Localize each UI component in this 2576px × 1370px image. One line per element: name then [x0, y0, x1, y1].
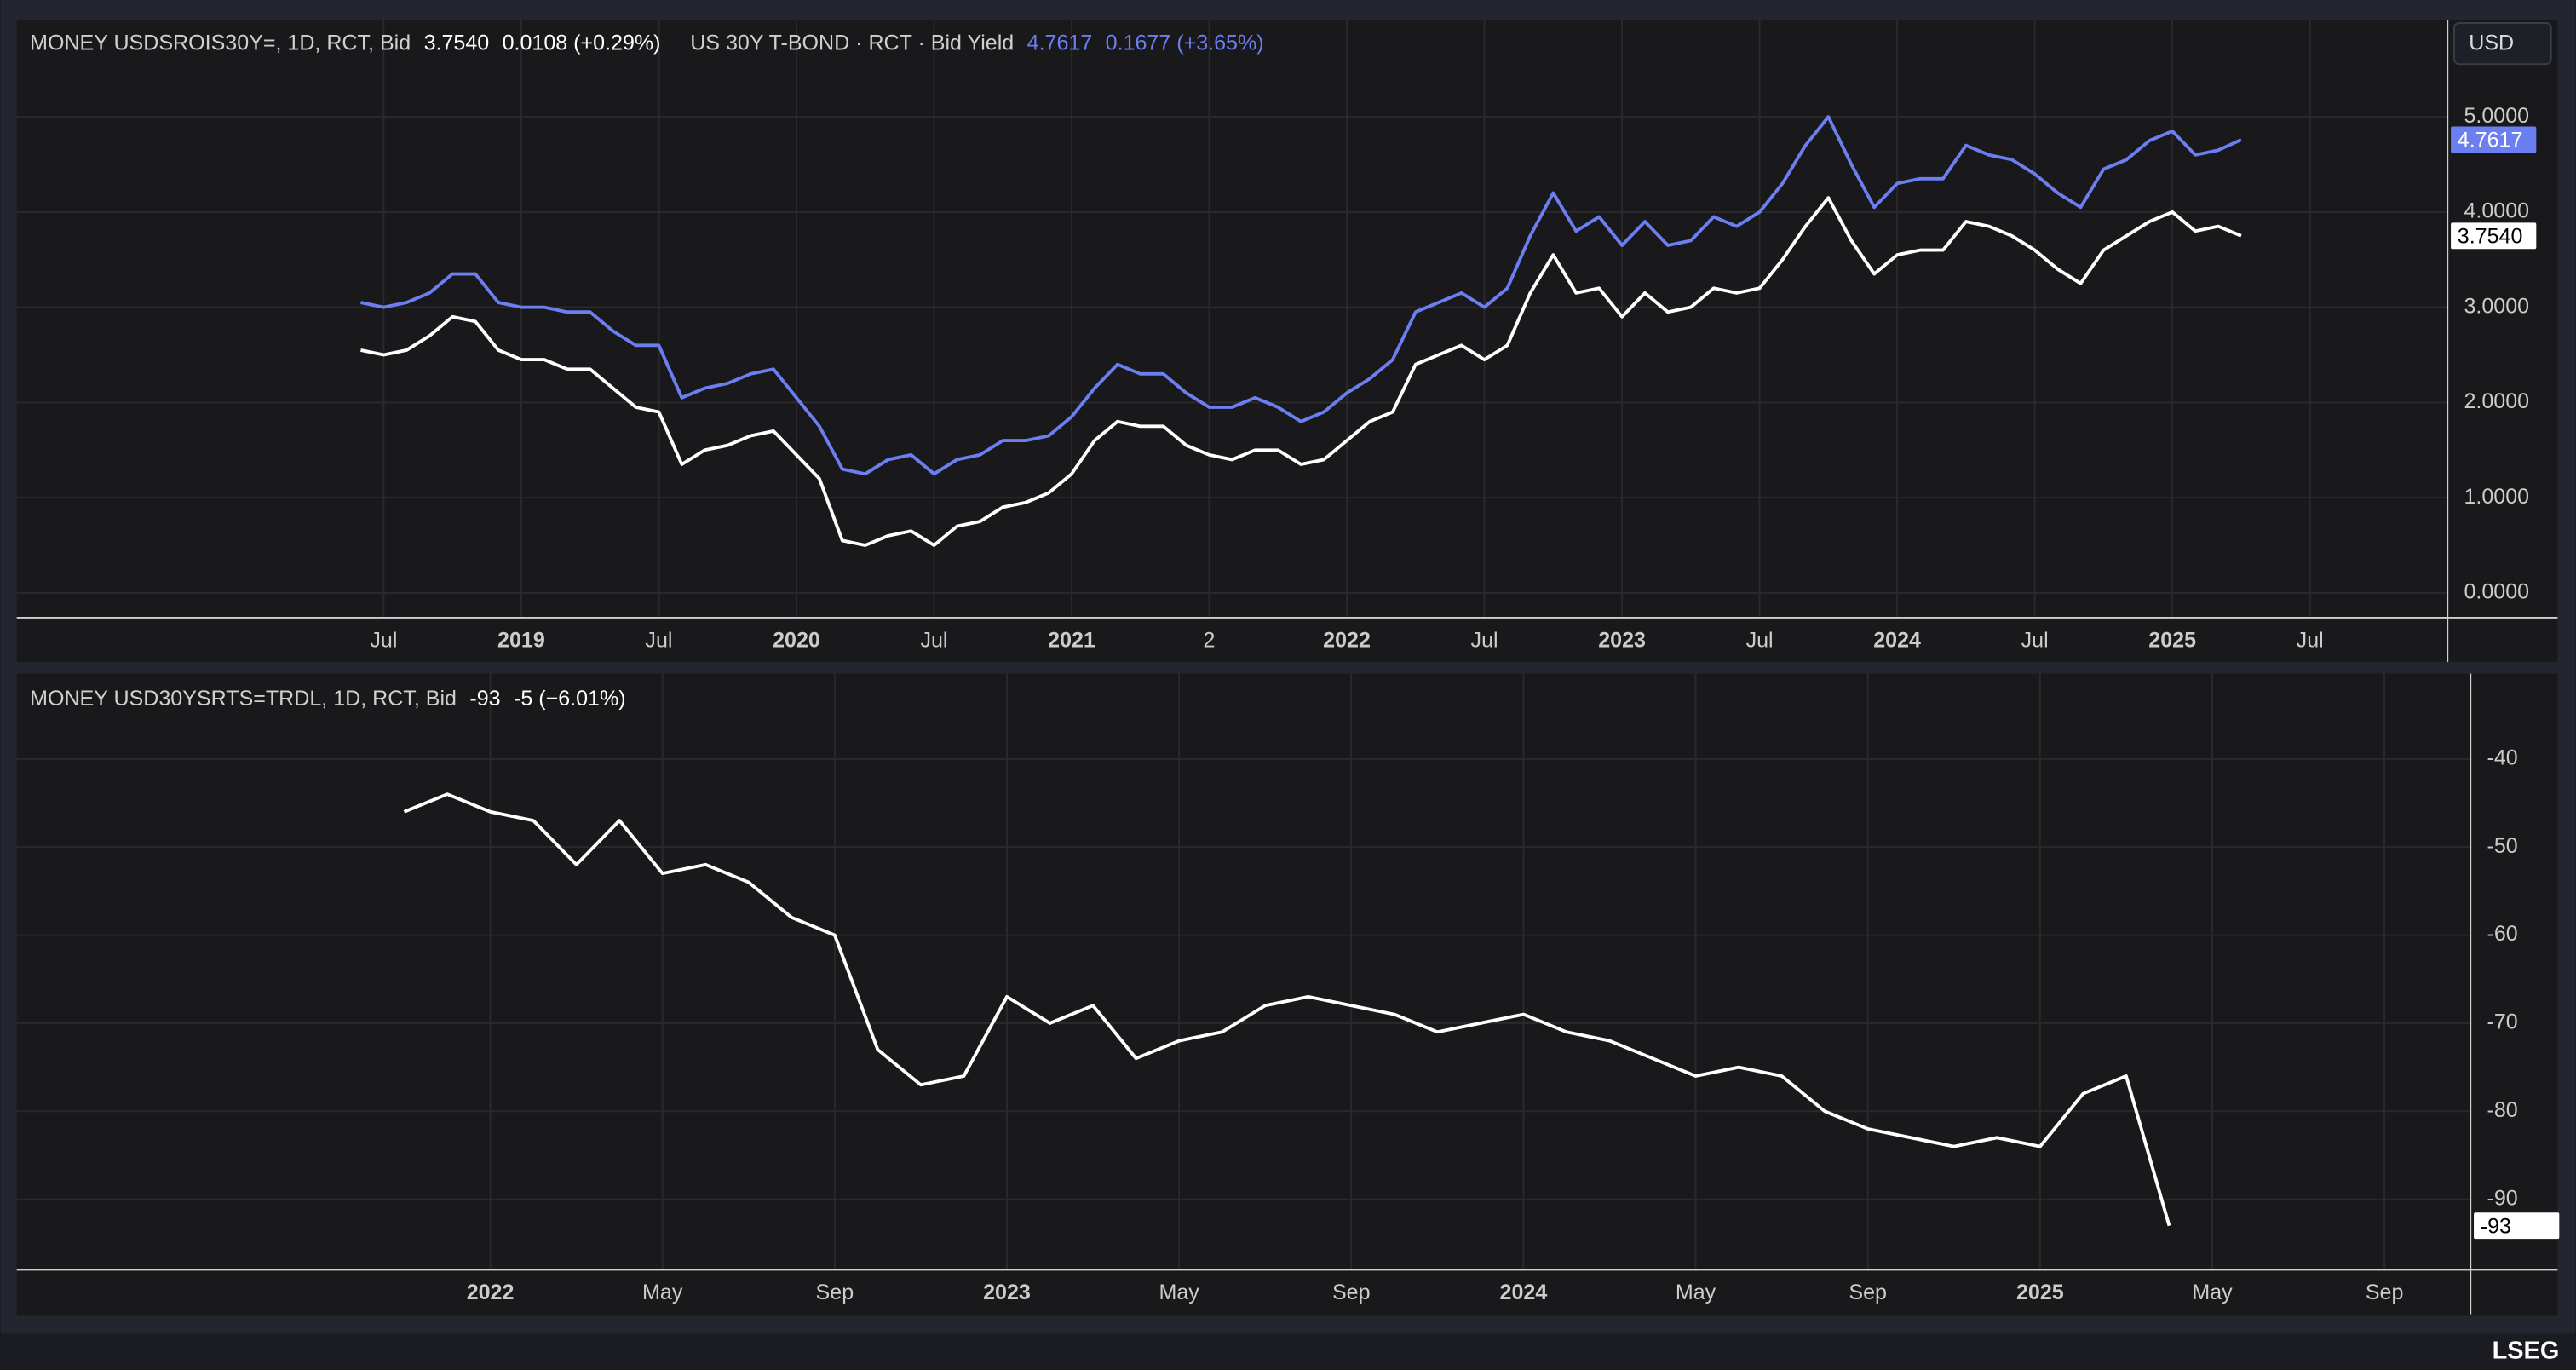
x-tick-label: 2020	[773, 629, 820, 653]
x-tick-label: 2023	[983, 1281, 1031, 1304]
x-tick-label: Sep	[1849, 1281, 1887, 1304]
y-tick-label: 3.0000	[2464, 294, 2529, 318]
value-tag	[2451, 222, 2537, 250]
x-tick-label: Sep	[1332, 1281, 1371, 1304]
legend-change: -5 (−6.01%)	[514, 687, 626, 711]
x-tick-label: 2023	[1598, 629, 1646, 653]
y-tick-label: -90	[2487, 1186, 2517, 1210]
y-tick-label: -80	[2487, 1098, 2517, 1122]
value-tag-label: 3.7540	[2458, 224, 2523, 248]
legend-value: 3.7540	[424, 32, 490, 55]
value-tag-label: -93	[2481, 1214, 2511, 1238]
y-tick-label: 2.0000	[2464, 389, 2529, 413]
x-tick-label: 2025	[2016, 1281, 2064, 1304]
x-tick-label: Jul	[1471, 629, 1498, 653]
x-tick-label: May	[1159, 1281, 1199, 1304]
value-tag	[2474, 1212, 2560, 1240]
x-tick-label: 2022	[467, 1281, 515, 1304]
legend-name: MONEY USD30YSRTS=TRDL, 1D, RCT, Bid	[30, 687, 457, 711]
x-tick-label: Sep	[2366, 1281, 2404, 1304]
series-line	[403, 792, 2171, 1227]
y-tick-label: -40	[2487, 745, 2517, 769]
x-tick-label: 2019	[497, 629, 545, 653]
x-tick-label: Jul	[920, 629, 947, 653]
bottom-panel	[16, 673, 2558, 1316]
x-tick-label: Jul	[645, 629, 672, 653]
y-tick-label: -50	[2487, 834, 2517, 858]
x-tick-label: May	[2192, 1281, 2233, 1304]
y-tick-label: 0.0000	[2464, 580, 2529, 604]
currency-label[interactable]: USD	[2469, 32, 2514, 55]
x-tick-label: Jul	[2021, 629, 2049, 653]
x-tick-label: Jul	[370, 629, 397, 653]
x-tick-label: 2024	[1873, 629, 1921, 653]
legend-value: -93	[469, 687, 500, 711]
legend-name: MONEY USDSROIS30Y=, 1D, RCT, Bid	[30, 32, 411, 55]
x-tick-label: 2021	[1048, 629, 1095, 653]
legend-change: 0.0108 (+0.29%)	[503, 32, 661, 55]
x-tick-label: Jul	[2297, 629, 2324, 653]
value-tag-label: 4.7617	[2458, 128, 2523, 152]
x-tick-label: 2022	[1323, 629, 1371, 653]
series-line	[360, 115, 2242, 476]
y-tick-label: 1.0000	[2464, 485, 2529, 509]
legend-value: 4.7617	[1027, 32, 1093, 55]
legend-name: US 30Y T-BOND · RCT · Bid Yield	[690, 32, 1014, 55]
y-tick-label: 5.0000	[2464, 104, 2529, 128]
brand-logo: LSEG	[2493, 1337, 2560, 1364]
y-tick-label: 4.0000	[2464, 199, 2529, 223]
y-tick-label: -60	[2487, 922, 2517, 946]
x-tick-label: 2	[1204, 629, 1216, 653]
x-tick-label: Jul	[1746, 629, 1774, 653]
currency-button[interactable]	[2452, 22, 2552, 66]
x-tick-label: Sep	[816, 1281, 854, 1304]
x-tick-label: 2025	[2148, 629, 2196, 653]
footer	[0, 1333, 2576, 1370]
legend-change: 0.1677 (+3.65%)	[1106, 32, 1264, 55]
top-panel	[16, 20, 2558, 663]
series-line	[360, 196, 2242, 547]
x-tick-label: 2024	[1500, 1281, 1548, 1304]
x-tick-label: May	[1676, 1281, 1716, 1304]
y-tick-label: -70	[2487, 1010, 2517, 1034]
x-tick-label: May	[642, 1281, 683, 1304]
value-tag	[2451, 126, 2537, 153]
